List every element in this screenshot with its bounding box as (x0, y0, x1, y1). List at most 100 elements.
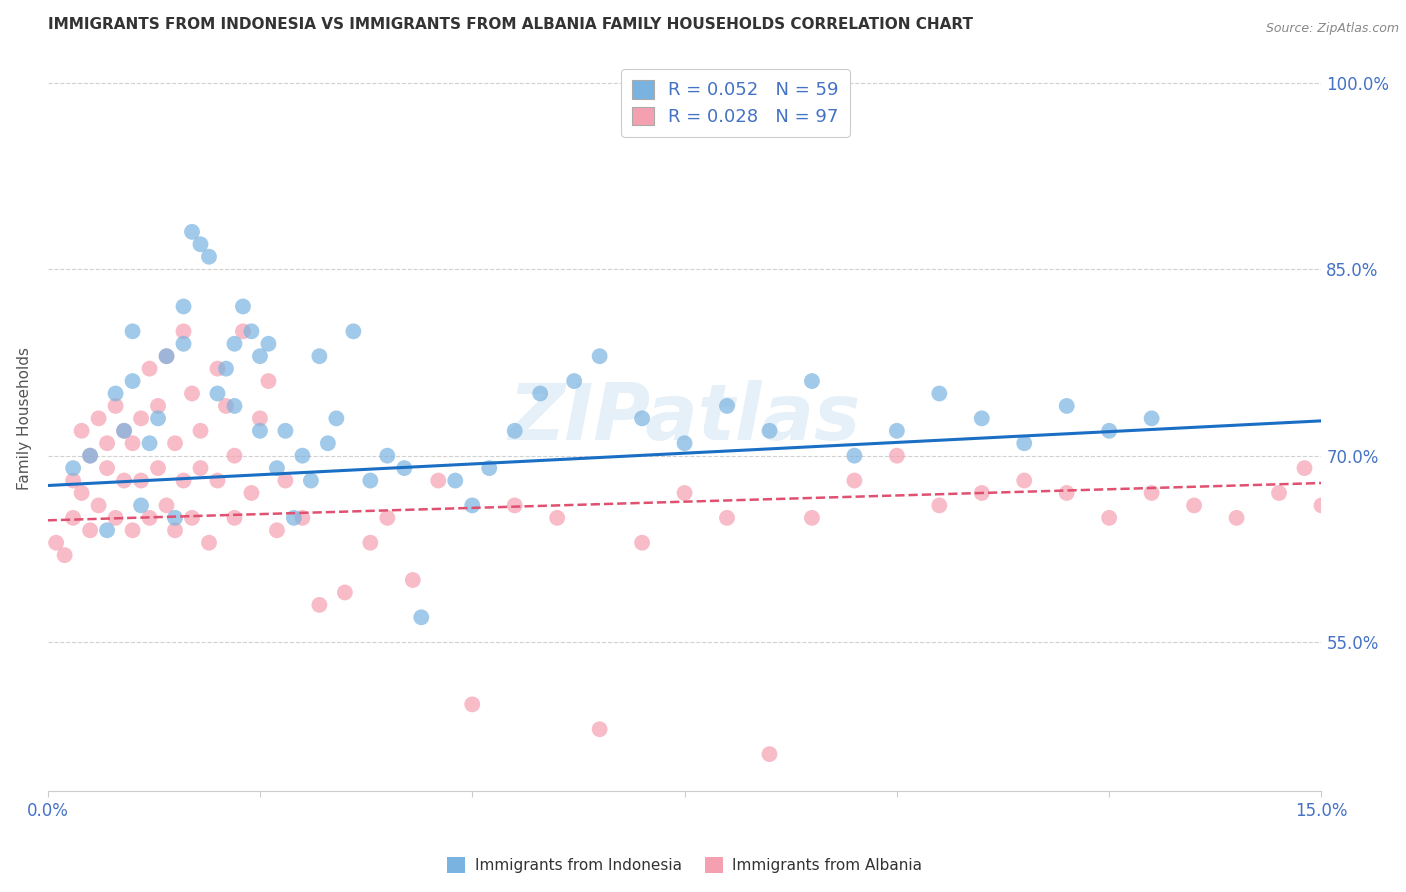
Point (224, 449, 246, 463)
Point (1098, 424, 1121, 438)
Point (283, 511, 305, 525)
Point (308, 598, 330, 612)
Point (1319, 474, 1341, 488)
Point (562, 374, 585, 388)
Text: IMMIGRANTS FROM INDONESIA VS IMMIGRANTS FROM ALBANIA FAMILY HOUSEHOLDS CORRELATI: IMMIGRANTS FROM INDONESIA VS IMMIGRANTS … (48, 17, 973, 32)
Point (146, 461, 169, 475)
Point (173, 474, 195, 488)
Point (190, 424, 212, 438)
Point (529, 386, 551, 401)
Point (138, 511, 160, 525)
Point (173, 336, 195, 351)
Point (70, 486, 93, 500)
Point (588, 349, 610, 363)
Point (266, 523, 288, 537)
Point (1344, 474, 1367, 488)
Point (112, 424, 135, 438)
Point (291, 449, 314, 463)
Point (198, 535, 221, 549)
Point (181, 386, 204, 401)
Point (274, 424, 297, 438)
Point (121, 324, 143, 338)
Point (1098, 511, 1121, 525)
Point (104, 386, 127, 401)
Point (308, 349, 330, 363)
Point (1294, 461, 1316, 475)
Point (62, 461, 84, 475)
Point (673, 486, 696, 500)
Point (70, 424, 93, 438)
Point (215, 399, 238, 413)
Point (800, 511, 823, 525)
Point (546, 511, 568, 525)
Point (1225, 511, 1247, 525)
Point (129, 474, 152, 488)
Point (112, 474, 135, 488)
Point (79, 449, 101, 463)
Point (325, 411, 347, 425)
Point (928, 386, 950, 401)
Point (96, 523, 118, 537)
Point (478, 461, 501, 475)
Point (104, 399, 127, 413)
Point (104, 511, 127, 525)
Point (1369, 511, 1392, 525)
Point (758, 424, 780, 438)
Point (1353, 499, 1375, 513)
Point (53, 548, 76, 562)
Point (215, 361, 238, 376)
Point (112, 424, 135, 438)
Point (1361, 486, 1384, 500)
Point (1386, 486, 1406, 500)
Text: Source: ZipAtlas.com: Source: ZipAtlas.com (1265, 22, 1399, 36)
Point (198, 250, 221, 264)
Point (121, 374, 143, 388)
Point (503, 424, 526, 438)
Point (173, 300, 195, 314)
Point (173, 324, 195, 338)
Point (970, 411, 993, 425)
Point (375, 511, 398, 525)
Point (62, 511, 84, 525)
Point (886, 424, 908, 438)
Point (155, 349, 177, 363)
Point (163, 436, 186, 450)
Point (87, 411, 110, 425)
Point (291, 511, 314, 525)
Point (316, 436, 339, 450)
Point (121, 523, 143, 537)
Point (673, 436, 696, 450)
Y-axis label: Family Households: Family Households (17, 347, 32, 490)
Point (1268, 486, 1291, 500)
Point (224, 511, 246, 525)
Point (1140, 411, 1163, 425)
Point (394, 461, 416, 475)
Point (886, 449, 908, 463)
Point (240, 486, 263, 500)
Point (146, 399, 169, 413)
Point (257, 336, 280, 351)
Point (257, 374, 280, 388)
Point (461, 499, 484, 513)
Point (1310, 499, 1333, 513)
Point (240, 324, 263, 338)
Point (800, 374, 823, 388)
Point (129, 411, 152, 425)
Point (402, 573, 425, 587)
Point (129, 499, 152, 513)
Point (274, 474, 297, 488)
Point (190, 461, 212, 475)
Point (359, 474, 381, 488)
Point (146, 411, 169, 425)
Point (207, 361, 229, 376)
Point (224, 399, 246, 413)
Point (121, 436, 143, 450)
Point (207, 474, 229, 488)
Point (155, 499, 177, 513)
Point (1140, 486, 1163, 500)
Point (503, 499, 526, 513)
Point (928, 499, 950, 513)
Point (232, 324, 254, 338)
Point (190, 237, 212, 252)
Point (155, 349, 177, 363)
